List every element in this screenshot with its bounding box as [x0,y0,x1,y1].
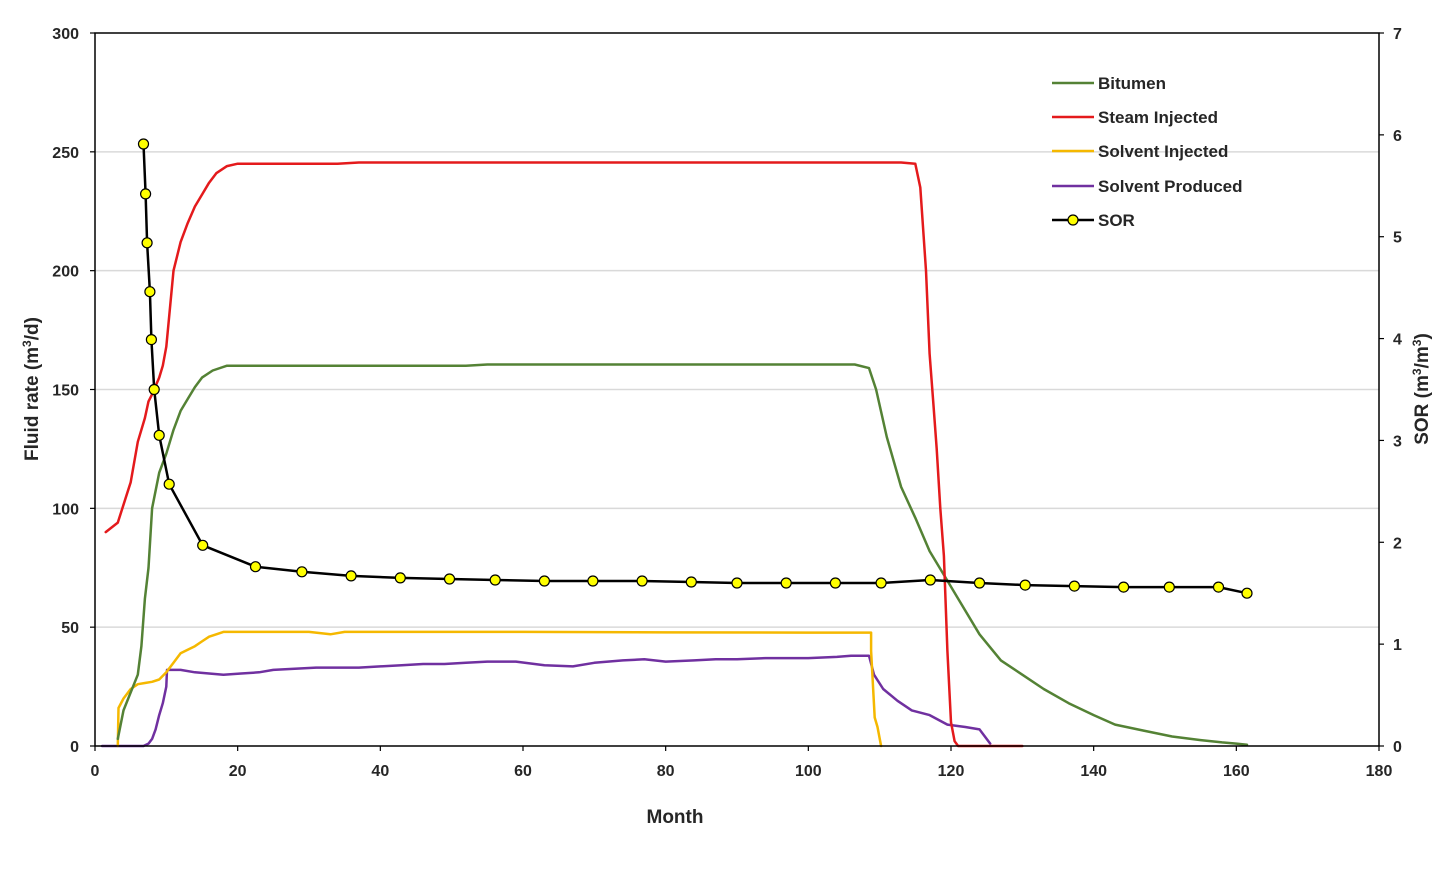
left-axis-title-main: Fluid rate (m [22,347,43,461]
left-axis-title-tail: /d) [22,317,43,340]
data-point-sor [489,574,501,586]
y2-tick-label: 3 [1393,433,1402,450]
series-line-steam-injected [104,161,1024,748]
y2-tick-label: 5 [1393,230,1402,247]
legend-label-solvent-produced: Solvent Produced [1098,177,1243,196]
x-tick-label: 100 [795,763,822,780]
legend-item-steam-injected: Steam Injected [1052,108,1218,127]
data-point-sor [145,334,157,346]
data-point-sor [148,383,160,396]
x-axis-ticks: 0 20 40 60 80 100 120 140 160 180 [91,746,1393,780]
x-tick-label: 0 [91,763,100,780]
x-tick-label: 160 [1223,763,1250,780]
left-axis-ticks: 0 50 100 150 200 250 300 [52,26,95,756]
legend: Bitumen Steam Injected Solvent Injected … [1052,74,1243,230]
data-point-sor [924,574,936,586]
right-axis-title-sup2: 3 [1410,339,1424,346]
series-line-bitumen [116,363,1249,747]
y-tick-label: 50 [61,620,79,637]
data-point-sor [875,577,887,589]
legend-label-steam-injected: Steam Injected [1098,108,1218,127]
x-tick-label: 180 [1366,763,1393,780]
legend-item-solvent-injected: Solvent Injected [1052,142,1228,161]
data-point-sor [249,561,262,573]
x-tick-label: 60 [514,763,532,780]
y2-tick-label: 4 [1393,332,1402,349]
legend-marker-sor [1067,214,1079,226]
series-layer [100,138,1253,748]
x-axis-title: Month [647,807,704,828]
data-point-sor [685,576,697,588]
right-axis-title: SOR (m3/m3) [1410,333,1433,445]
y2-tick-label: 6 [1393,128,1402,145]
legend-label-sor: SOR [1098,211,1135,230]
y-tick-label: 0 [70,739,79,756]
left-axis-title: Fluid rate (m3/d) [20,317,43,461]
y2-tick-label: 1 [1393,637,1402,654]
legend-item-bitumen: Bitumen [1052,74,1166,93]
data-point-sor [137,138,150,150]
series-line-sor [142,142,1249,595]
data-point-sor [345,570,357,582]
y-tick-label: 100 [52,501,79,518]
data-point-sor [1117,581,1130,593]
right-axis-title-mid: /m [1412,346,1433,368]
data-point-sor [829,577,842,589]
legend-label-solvent-injected: Solvent Injected [1098,142,1228,161]
data-point-sor [1068,580,1081,592]
x-tick-label: 120 [938,763,965,780]
data-point-sor [636,575,648,587]
data-point-sor [443,573,456,585]
legend-label-bitumen: Bitumen [1098,74,1166,93]
data-point-sor [731,577,743,589]
data-point-sor [296,566,308,578]
data-point-sor [197,539,209,551]
right-axis-ticks: 0 1 2 3 4 5 6 7 [1379,26,1402,756]
x-tick-label: 20 [229,763,247,780]
series-line-solvent-injected [116,630,883,748]
right-axis-title-tail: ) [1412,333,1433,339]
y-tick-label: 250 [52,145,79,162]
data-point-sor [587,575,599,587]
data-point-sor [163,478,175,490]
data-point-sor [144,286,156,298]
data-point-sor [1241,587,1253,599]
y2-tick-label: 7 [1393,26,1402,43]
gridlines [95,151,1379,628]
x-tick-label: 140 [1080,763,1107,780]
y-tick-label: 200 [52,264,79,281]
data-point-sor [780,577,792,589]
y2-tick-label: 0 [1393,739,1402,756]
data-point-sor [394,572,406,584]
x-tick-label: 40 [371,763,389,780]
y-tick-label: 300 [52,26,79,43]
data-point-sor [140,188,152,200]
right-axis-title-main: SOR (m [1412,375,1433,445]
data-point-sor [1212,581,1225,593]
data-point-sor [538,575,551,587]
data-point-sor [1019,579,1031,591]
legend-item-solvent-produced: Solvent Produced [1052,177,1243,196]
x-tick-label: 80 [657,763,675,780]
data-point-sor [141,237,153,249]
right-axis-title-sup1: 3 [1410,368,1424,375]
data-point-sor [153,429,165,441]
data-point-sor [973,577,986,589]
data-point-sor [1163,581,1175,593]
series-line-solvent-produced [100,654,992,748]
legend-item-sor: SOR [1052,211,1135,230]
y-tick-label: 150 [52,383,79,400]
left-axis-title-sup: 3 [20,340,34,347]
y2-tick-label: 2 [1393,535,1402,552]
